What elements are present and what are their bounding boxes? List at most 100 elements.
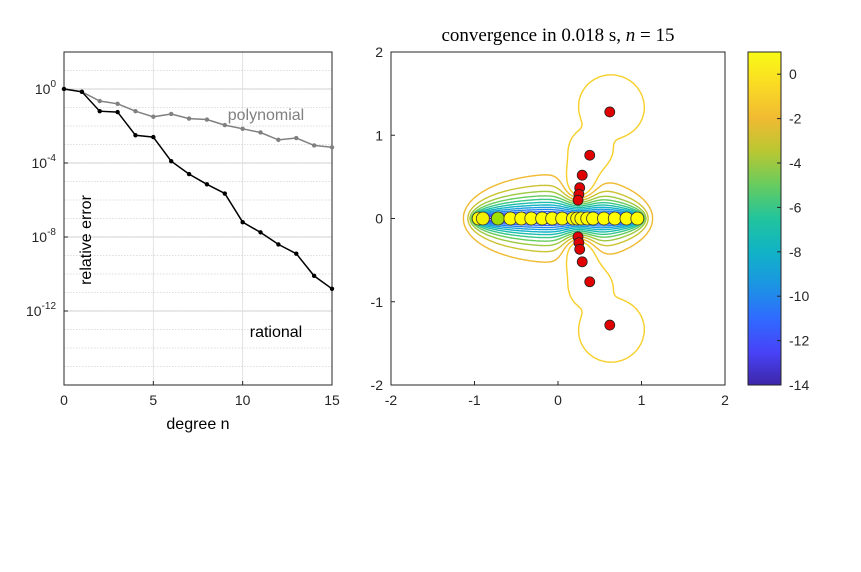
y-tick-label: 0	[375, 211, 383, 227]
pole-marker	[604, 319, 616, 331]
pole-marker	[604, 106, 616, 118]
rational-point	[276, 242, 281, 247]
pole-marker	[584, 276, 596, 288]
contour-level-line	[565, 74, 645, 363]
rational-point	[151, 134, 156, 140]
y-tick-label: -2	[371, 377, 384, 393]
y-tick-exponent: -12	[42, 301, 57, 312]
error-chart-frame	[63, 51, 333, 386]
colorbar-tick-label: -6	[789, 199, 802, 215]
y-tick-base: 10	[32, 155, 48, 171]
x-tick-label: 0	[554, 392, 562, 408]
x-tick-label: -2	[385, 392, 398, 408]
pole-marker	[572, 194, 584, 206]
rational-point	[133, 133, 138, 138]
polynomial-point	[329, 145, 335, 150]
colorbar-tick-label: 0	[789, 66, 797, 82]
colorbar-tick-label: -12	[789, 333, 809, 349]
polynomial-point	[97, 98, 102, 104]
colorbar-ticks: 0 -2 -4 -6 -8 -10 -12 -14	[777, 66, 809, 393]
contour-chart-title: convergence in 0.018 s, n = 15	[441, 25, 674, 46]
rational-point	[186, 171, 192, 177]
title-suffix: = 15	[635, 25, 674, 46]
x-tick-label: -1	[468, 392, 481, 408]
colorbar-tick-label: -2	[789, 111, 802, 127]
colorbar-tick-label: -14	[789, 377, 809, 393]
sample-point	[475, 211, 490, 226]
contour-level-line	[462, 174, 654, 263]
pole-marker	[584, 149, 596, 161]
rational-line	[63, 88, 333, 290]
rational-point	[204, 182, 210, 187]
sample-point	[630, 211, 645, 226]
sample-point	[490, 211, 505, 226]
y-tick-base: 10	[26, 303, 42, 319]
x-tick-label: 2	[721, 392, 729, 408]
contour-level-line	[470, 195, 646, 242]
y-tick-label: 1	[375, 127, 383, 143]
colorbar-tick-label: -4	[789, 155, 802, 171]
rational-point	[222, 191, 227, 196]
pole-marker	[574, 243, 586, 255]
contour-chart-y-ticks: 2 1 0 -1 -2	[371, 44, 395, 393]
y-tick-exponent: 0	[50, 79, 56, 90]
colorbar: 0 -2 -4 -6 -8 -10 -12 -14	[747, 51, 809, 393]
error-chart-x-ticks: 0 5 10 15	[60, 381, 340, 408]
x-tick-label: 0	[60, 392, 68, 408]
polynomial-point	[311, 143, 317, 148]
error-chart-x-label: degree n	[166, 416, 229, 433]
y-tick-label: 10-12	[26, 301, 56, 319]
polynomial-point	[276, 137, 281, 143]
colorbar-tick-label: -8	[789, 244, 802, 260]
contour-level-line	[472, 201, 644, 236]
colorbar-gradient	[747, 51, 782, 386]
title-variable: n	[626, 25, 636, 46]
y-tick-base: 10	[32, 229, 48, 245]
y-tick-label: 10-4	[32, 153, 57, 171]
x-tick-label: 15	[324, 392, 340, 408]
pole-markers	[572, 106, 616, 331]
rational-point	[240, 220, 245, 225]
error-chart-series	[61, 86, 335, 291]
y-tick-exponent: -4	[47, 153, 56, 164]
polynomial-point	[115, 101, 120, 107]
x-tick-label: 10	[235, 392, 251, 408]
pole-marker	[576, 256, 588, 268]
rational-point	[79, 89, 85, 94]
polynomial-point	[222, 122, 227, 128]
rational-point	[115, 109, 120, 115]
colorbar-tick-label: -10	[789, 288, 809, 304]
x-tick-label: 5	[149, 392, 157, 408]
polynomial-series-label: polynomial	[228, 107, 304, 124]
polynomial-point	[258, 130, 263, 135]
sample-points	[471, 211, 645, 226]
rational-point	[61, 86, 67, 92]
polynomial-point	[169, 111, 174, 117]
pole-marker	[576, 169, 588, 181]
contour-level-line	[469, 190, 647, 247]
contour-level-line	[471, 198, 645, 239]
contour-chart: -2 -1 0 1 2 2 1 0 -1 -2 convergence in 0.018 s, …	[371, 25, 730, 408]
title-prefix: convergence in 0.018 s,	[441, 25, 625, 46]
error-chart-y-label: relative error	[78, 194, 95, 284]
polynomial-point	[133, 109, 138, 114]
rational-point	[311, 273, 317, 279]
y-tick-label: 2	[375, 44, 383, 60]
rational-point	[294, 251, 299, 256]
contour-chart-x-ticks: -2 -1 0 1 2	[385, 381, 729, 408]
y-tick-label: -1	[371, 294, 384, 310]
sample-point	[607, 211, 622, 226]
rational-series-label: rational	[250, 324, 302, 341]
rational-point	[258, 230, 263, 235]
rational-point	[97, 109, 102, 114]
polynomial-point	[294, 135, 299, 141]
x-tick-label: 1	[638, 392, 646, 408]
polynomial-point	[186, 116, 192, 121]
y-tick-exponent: -8	[47, 227, 56, 238]
polynomial-line	[63, 88, 333, 149]
y-tick-label: 100	[35, 79, 57, 97]
polynomial-point	[204, 117, 210, 122]
